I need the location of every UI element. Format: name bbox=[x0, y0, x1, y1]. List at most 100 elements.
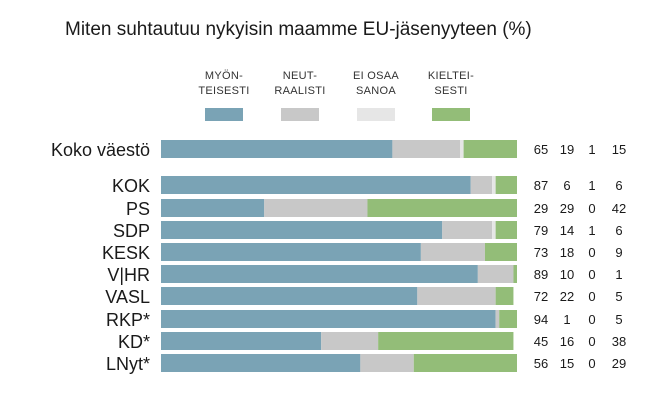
legend-label: SESTI bbox=[434, 85, 467, 97]
bar-segment bbox=[417, 287, 496, 305]
bar-segment bbox=[161, 287, 418, 305]
legend-item: KIELTEI- SESTI bbox=[428, 70, 474, 121]
bar-row: KOK 87 6 1 6 bbox=[112, 176, 623, 196]
value-label: 0 bbox=[588, 289, 595, 304]
bar-segment bbox=[161, 199, 265, 217]
legend-item: MYÖN- TEISESTI bbox=[198, 70, 249, 121]
value-label: 0 bbox=[588, 267, 595, 282]
legend-swatch bbox=[432, 108, 470, 121]
legend-swatch bbox=[205, 108, 243, 121]
value-label: 1 bbox=[563, 312, 570, 327]
bar-row: Koko väestö 65 19 1 15 bbox=[51, 140, 626, 160]
value-label: 1 bbox=[588, 142, 595, 157]
value-label: 94 bbox=[534, 312, 548, 327]
value-label: 73 bbox=[534, 245, 548, 260]
bar-segment bbox=[367, 199, 517, 217]
bar-segment bbox=[513, 265, 517, 283]
value-label: 15 bbox=[560, 356, 574, 371]
category-label: KESK bbox=[102, 243, 150, 263]
bar-segment bbox=[392, 140, 461, 158]
legend-label: EI OSAA bbox=[353, 70, 399, 82]
value-label: 38 bbox=[612, 334, 626, 349]
bar-segment bbox=[413, 354, 517, 372]
value-label: 0 bbox=[588, 312, 595, 327]
bar-segment bbox=[495, 310, 500, 328]
bar-segment bbox=[161, 265, 478, 283]
bar-segment bbox=[484, 243, 517, 261]
legend-label: MYÖN- bbox=[205, 70, 243, 82]
value-label: 29 bbox=[534, 201, 548, 216]
legend-swatch bbox=[281, 108, 319, 121]
category-label: VASL bbox=[105, 287, 150, 307]
bar-segment bbox=[495, 221, 517, 239]
bar-segment bbox=[470, 176, 493, 194]
value-label: 9 bbox=[615, 245, 622, 260]
legend-label: RAALISTI bbox=[274, 85, 325, 97]
value-label: 89 bbox=[534, 267, 548, 282]
value-label: 45 bbox=[534, 334, 548, 349]
bar-segment bbox=[161, 310, 496, 328]
category-label: PS bbox=[126, 199, 150, 219]
bar-row: KESK 73 18 0 9 bbox=[102, 243, 623, 263]
bar-segment bbox=[460, 140, 464, 158]
legend: MYÖN- TEISESTI NEUT- RAALISTI EI OSAA SANOA KI… bbox=[198, 70, 474, 121]
value-label: 29 bbox=[560, 201, 574, 216]
bar-segment bbox=[495, 287, 514, 305]
legend-item: EI OSAA SANOA bbox=[353, 70, 399, 121]
category-label: KOK bbox=[112, 176, 150, 196]
bar-segment bbox=[161, 243, 421, 261]
value-label: 10 bbox=[560, 267, 574, 282]
value-label: 1 bbox=[588, 223, 595, 238]
value-label: 65 bbox=[534, 142, 548, 157]
bar-segment bbox=[161, 176, 471, 194]
value-label: 79 bbox=[534, 223, 548, 238]
value-label: 19 bbox=[560, 142, 574, 157]
bar-segment bbox=[477, 265, 514, 283]
value-label: 15 bbox=[612, 142, 626, 157]
value-label: 87 bbox=[534, 178, 548, 193]
value-label: 0 bbox=[588, 201, 595, 216]
value-label: 29 bbox=[612, 356, 626, 371]
bar-segment bbox=[495, 176, 517, 194]
legend-label: KIELTEI- bbox=[428, 70, 474, 82]
bar-row: LNyt* 56 15 0 29 bbox=[106, 354, 626, 374]
bar-segment bbox=[161, 140, 393, 158]
value-label: 0 bbox=[588, 334, 595, 349]
bar-segment bbox=[463, 140, 517, 158]
bar-row: SDP 79 14 1 6 bbox=[113, 221, 623, 241]
value-label: 22 bbox=[560, 289, 574, 304]
category-label: Koko väestö bbox=[51, 140, 150, 160]
value-label: 72 bbox=[534, 289, 548, 304]
category-label: LNyt* bbox=[106, 354, 150, 374]
value-label: 6 bbox=[563, 178, 570, 193]
bar-segment bbox=[321, 332, 379, 350]
bar-segment bbox=[420, 243, 485, 261]
bar-row: V|HR 89 10 0 1 bbox=[107, 265, 623, 285]
legend-item: NEUT- RAALISTI bbox=[274, 70, 325, 121]
bar-segment bbox=[161, 332, 322, 350]
legend-label: SANOA bbox=[356, 85, 396, 97]
category-label: RKP* bbox=[106, 310, 150, 330]
value-label: 16 bbox=[560, 334, 574, 349]
value-label: 6 bbox=[615, 178, 622, 193]
bar-segment bbox=[442, 221, 493, 239]
bar-segment bbox=[378, 332, 514, 350]
value-label: 56 bbox=[534, 356, 548, 371]
value-label: 6 bbox=[615, 223, 622, 238]
value-label: 1 bbox=[588, 178, 595, 193]
value-label: 5 bbox=[615, 312, 622, 327]
legend-label: TEISESTI bbox=[198, 85, 249, 97]
value-label: 14 bbox=[560, 223, 574, 238]
bar-row: PS 29 29 0 42 bbox=[126, 199, 626, 219]
legend-swatch bbox=[357, 108, 395, 121]
bar-segment bbox=[161, 221, 443, 239]
bar-segment bbox=[499, 310, 517, 328]
value-label: 42 bbox=[612, 201, 626, 216]
bar-row: KD* 45 16 0 38 bbox=[118, 332, 626, 352]
bar-segment bbox=[492, 221, 496, 239]
bar-row: VASL 72 22 0 5 bbox=[105, 287, 623, 307]
bar-segment bbox=[161, 354, 361, 372]
category-label: V|HR bbox=[107, 265, 150, 285]
